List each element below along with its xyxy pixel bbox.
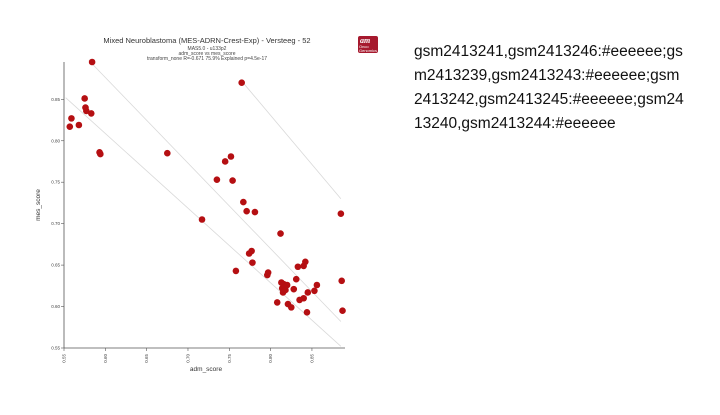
data-point — [88, 58, 96, 66]
y-tick-label: 0.75 — [51, 180, 60, 185]
x-axis-label: adm_score — [190, 366, 223, 373]
data-point — [198, 216, 206, 223]
y-axis-label: mes_score — [35, 189, 42, 221]
data-point — [221, 158, 229, 165]
logo-mark: am — [360, 36, 371, 45]
plot-area: 0.55 0.60 0.65 0.70 0.75 0.80 0.85 0.55 0.60 0.6… — [51, 58, 346, 363]
chart-subtitle-1: MAS5.0 - u133p2 — [188, 46, 227, 52]
data-point — [337, 210, 345, 218]
data-point — [249, 259, 256, 266]
y-tick-label: 0.70 — [51, 221, 60, 226]
data-point — [87, 110, 95, 117]
data-point — [251, 208, 259, 216]
logo-text-line-1: Onco — [359, 44, 369, 49]
chart-subtitle-2: adm_score vs mes_score — [179, 51, 236, 57]
data-point — [238, 79, 245, 87]
x-tick-label: 0.55 — [62, 354, 67, 363]
data-point — [232, 267, 240, 275]
data-point — [300, 294, 307, 302]
data-point — [294, 263, 302, 271]
reference-lines — [65, 60, 342, 347]
data-point — [229, 177, 236, 184]
data-point — [338, 277, 345, 285]
y-tick-label: 0.80 — [51, 138, 60, 143]
y-tick-label: 0.55 — [51, 346, 60, 351]
data-point — [273, 299, 281, 306]
data-point — [240, 198, 247, 206]
data-point — [311, 287, 318, 295]
data-point — [277, 230, 284, 237]
reference-line-3 — [241, 80, 342, 200]
x-tick-label: 0.80 — [268, 354, 273, 363]
data-point — [290, 285, 298, 293]
data-point — [97, 150, 104, 158]
data-point — [287, 304, 295, 311]
x-tick-label: 0.60 — [103, 354, 108, 363]
data-point — [227, 153, 235, 160]
logo-text: Onco Genomics — [359, 45, 377, 53]
logo-text-line-2: Genomics — [359, 48, 378, 53]
data-point — [66, 123, 74, 130]
data-point — [164, 149, 171, 157]
chart-title: Mixed Neuroblastoma (MES-ADRN-Crest-Exp)… — [103, 36, 310, 45]
x-tick-label: 0.65 — [144, 354, 149, 363]
y-axis-ticks: 0.55 0.60 0.65 0.70 0.75 0.80 0.85 — [51, 97, 64, 351]
data-point — [304, 289, 312, 296]
data-point — [303, 309, 311, 316]
data-point — [339, 307, 346, 314]
am-onco-genomics-logo: am Onco Genomics — [358, 36, 378, 53]
y-tick-label: 0.60 — [51, 304, 60, 309]
data-points — [66, 58, 346, 316]
y-tick-label: 0.65 — [51, 263, 60, 268]
x-tick-label: 0.70 — [185, 354, 190, 363]
data-point — [75, 121, 83, 129]
data-point — [313, 281, 321, 289]
y-tick-label: 0.85 — [51, 97, 60, 102]
data-point — [302, 258, 309, 266]
reference-line-1 — [88, 60, 342, 322]
data-point — [243, 207, 250, 215]
data-point — [282, 286, 289, 294]
sample-color-legend-text: gsm2413241,gsm2413246:#eeeeee;gsm2413239… — [414, 43, 684, 132]
data-point — [81, 95, 88, 102]
data-point — [68, 115, 75, 122]
x-axis-ticks: 0.55 0.60 0.65 0.70 0.75 0.80 0.85 — [62, 348, 314, 363]
data-point — [283, 281, 291, 289]
data-point — [264, 269, 272, 276]
chart-subtitle-3: transform_none R=-0.671 75.9% Explained … — [147, 56, 267, 62]
x-tick-label: 0.75 — [227, 354, 232, 363]
data-point — [83, 107, 90, 115]
x-tick-label: 0.85 — [309, 354, 314, 363]
data-point — [292, 275, 300, 283]
data-point — [213, 176, 221, 184]
data-point — [248, 247, 255, 255]
